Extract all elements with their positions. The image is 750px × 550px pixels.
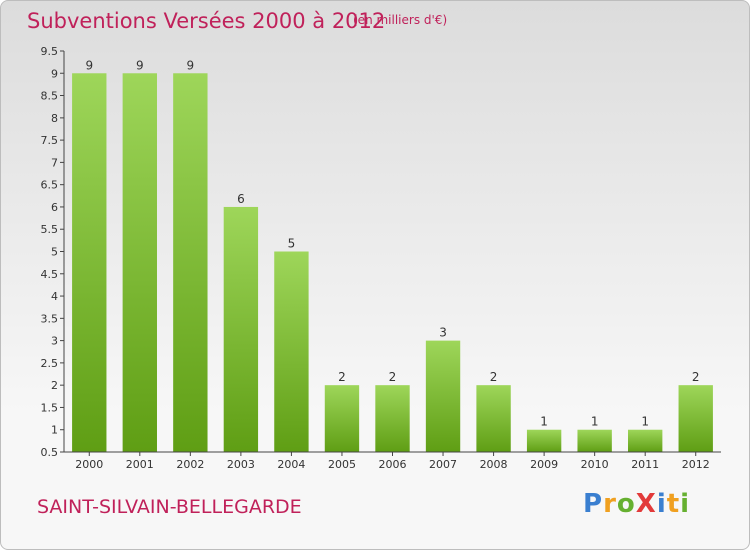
logo-letter: X bbox=[635, 489, 657, 519]
data-label-2011: 1 bbox=[641, 415, 649, 429]
y-tick-label: 7 bbox=[51, 156, 58, 169]
bar-2008 bbox=[476, 385, 511, 452]
data-label-2012: 2 bbox=[692, 370, 700, 384]
data-label-2007: 3 bbox=[439, 326, 447, 340]
x-tick-label-2003: 2003 bbox=[227, 458, 255, 471]
y-tick-label: 1.5 bbox=[41, 401, 59, 414]
logo-letter: t bbox=[666, 489, 681, 519]
unit-note: (en milliers d'€) bbox=[353, 13, 448, 27]
x-tick-label-2004: 2004 bbox=[277, 458, 305, 471]
x-tick-label-2010: 2010 bbox=[581, 458, 609, 471]
y-tick-label: 7.5 bbox=[41, 134, 59, 147]
y-tick-label: 5.5 bbox=[41, 223, 59, 236]
bar-2004 bbox=[274, 251, 309, 452]
x-tick-label-2008: 2008 bbox=[480, 458, 508, 471]
y-tick-label: 6 bbox=[51, 201, 58, 214]
y-tick-label: 1 bbox=[51, 424, 58, 437]
y-tick-label: 5 bbox=[51, 246, 58, 259]
x-tick-label-2009: 2009 bbox=[530, 458, 558, 471]
logo-letter: o bbox=[616, 489, 636, 519]
bar-2007 bbox=[425, 340, 461, 452]
y-tick-label: 6.5 bbox=[41, 179, 59, 192]
bar-2012 bbox=[678, 385, 713, 452]
data-label-2008: 2 bbox=[490, 370, 498, 384]
data-label-2000: 9 bbox=[85, 58, 93, 72]
x-tick-label-2000: 2000 bbox=[75, 458, 103, 471]
data-label-2002: 9 bbox=[187, 58, 195, 72]
y-tick-label: 3 bbox=[51, 335, 58, 348]
x-tick-label-2002: 2002 bbox=[176, 458, 204, 471]
y-tick-label: 8.5 bbox=[41, 90, 59, 103]
data-label-2005: 2 bbox=[338, 370, 346, 384]
x-tick-label-2012: 2012 bbox=[682, 458, 710, 471]
y-tick-label: 8 bbox=[51, 112, 58, 125]
y-tick-label: 9.5 bbox=[41, 45, 59, 58]
y-axis: 0.5 1 1.5 2 2.5 3 3.5 4 4.5 5 5.5 6 6.5 7 7.5 8 8.5 9 9.5 bbox=[41, 45, 65, 459]
logo-letter: i bbox=[680, 489, 691, 519]
bar-2011 bbox=[628, 429, 663, 452]
bar-2005 bbox=[324, 385, 360, 452]
data-label-2006: 2 bbox=[389, 370, 397, 384]
y-tick-label: 9 bbox=[51, 67, 58, 80]
data-label-2009: 1 bbox=[540, 415, 548, 429]
data-label-2003: 6 bbox=[237, 192, 245, 206]
bar-2006 bbox=[375, 385, 410, 452]
logo-letter: r bbox=[603, 489, 617, 519]
y-tick-label: 2.5 bbox=[41, 357, 59, 370]
bar-2002 bbox=[173, 73, 208, 453]
chart-title: Subventions Versées 2000 à 2012 bbox=[27, 9, 386, 33]
proxiti-logo: ProXiti bbox=[583, 489, 690, 519]
commune-name: SAINT-SILVAIN-BELLEGARDE bbox=[37, 496, 302, 518]
x-tick-label-2011: 2011 bbox=[631, 458, 659, 471]
y-tick-label: 4 bbox=[51, 290, 58, 303]
x-tick-label-2001: 2001 bbox=[126, 458, 154, 471]
data-label-2004: 5 bbox=[288, 237, 296, 251]
bar-2003 bbox=[223, 206, 259, 452]
y-tick-label: 2 bbox=[51, 379, 58, 392]
y-tick-label: 3.5 bbox=[41, 312, 59, 325]
data-label-2010: 1 bbox=[591, 415, 599, 429]
logo-letter: i bbox=[656, 489, 667, 519]
logo-letter: P bbox=[583, 489, 604, 519]
y-tick-label: 0.5 bbox=[41, 446, 59, 459]
x-tick-label-2005: 2005 bbox=[328, 458, 356, 471]
bar-2000 bbox=[72, 73, 107, 453]
x-axis: 2000 2001 2002 2003 2004 2005 2006 2007 2008 2009… bbox=[64, 451, 721, 471]
data-label-2001: 9 bbox=[136, 58, 144, 72]
bar-2010 bbox=[577, 429, 612, 452]
x-tick-label-2007: 2007 bbox=[429, 458, 457, 471]
y-tick-label: 4.5 bbox=[41, 268, 59, 281]
x-tick-label-2006: 2006 bbox=[379, 458, 407, 471]
bar-2001 bbox=[122, 73, 157, 453]
bar-2009 bbox=[526, 429, 562, 452]
bars: 9 9 9 6 5 2 2 3 2 1 1 1 2 bbox=[72, 58, 713, 453]
